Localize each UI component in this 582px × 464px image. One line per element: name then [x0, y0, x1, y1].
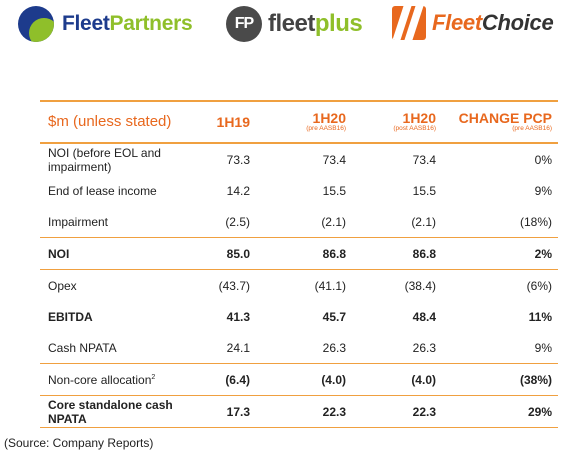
cell-1h20-pre: 15.5 — [322, 183, 346, 198]
cell-1h19: (6.4) — [225, 372, 250, 387]
fleetchoice-logo-icon — [392, 6, 426, 40]
cell-1h19: 41.3 — [226, 309, 250, 324]
fleetchoice-logo: FleetChoice — [392, 6, 554, 40]
cell-1h20-pre: (41.1) — [314, 278, 346, 293]
cell-1h20-post: (2.1) — [411, 214, 436, 229]
cell-1h19: 17.3 — [226, 404, 250, 419]
table-row: Core standalone cash NPATA 17.3 22.3 22.… — [40, 396, 558, 428]
cell-change: 9% — [534, 183, 552, 198]
row-label: Impairment — [48, 214, 109, 229]
source-note: (Source: Company Reports) — [4, 436, 154, 450]
fleetpartners-logo: FleetPartners — [18, 6, 193, 42]
cell-1h20-pre: (4.0) — [321, 372, 346, 387]
cell-1h20-pre: (2.1) — [321, 214, 346, 229]
cell-1h20-post: 15.5 — [412, 183, 436, 198]
cell-change: 2% — [534, 246, 552, 261]
cell-change: 9% — [534, 340, 552, 355]
table-row: NOI 85.0 86.8 86.8 2% — [40, 238, 558, 270]
cell-1h19: 73.3 — [226, 152, 250, 167]
cell-1h19: 85.0 — [226, 246, 250, 261]
fleetpartners-logo-icon — [18, 6, 54, 42]
row-label: NOI — [48, 246, 70, 261]
cell-1h20-post: (38.4) — [404, 278, 436, 293]
row-label: EBITDA — [48, 309, 93, 324]
row-label: Non-core allocation2 — [48, 372, 156, 387]
row-label: Core standalone cash NPATA — [48, 397, 173, 426]
cell-1h20-pre: 45.7 — [322, 309, 346, 324]
header-1h20-post: 1H20 (post AASB16) — [393, 110, 436, 132]
financial-table: $m (unless stated) 1H19 1H20 (pre AASB16)… — [40, 100, 558, 428]
fleetplus-logo-text: fleetplus — [268, 10, 363, 37]
header-label: $m (unless stated) — [48, 113, 172, 130]
cell-change: 29% — [527, 404, 552, 419]
cell-change: (6%) — [526, 278, 552, 293]
logo-row: FleetPartners FP fleetplus FleetChoice — [0, 0, 582, 60]
fleetpartners-logo-text: FleetPartners — [62, 12, 193, 35]
fleetplus-logo: FP fleetplus — [226, 6, 363, 42]
cell-1h20-pre: 26.3 — [322, 340, 346, 355]
table-row: EBITDA 41.3 45.7 48.4 11% — [40, 301, 558, 332]
row-label: NOI (before EOL and impairment) — [48, 145, 161, 174]
cell-1h20-post: 48.4 — [412, 309, 436, 324]
row-label: Opex — [48, 278, 77, 293]
cell-1h20-post: 26.3 — [412, 340, 436, 355]
table-row: Impairment (2.5) (2.1) (2.1) (18%) — [40, 206, 558, 238]
cell-1h19: 24.1 — [226, 340, 250, 355]
fleetplus-logo-icon: FP — [226, 6, 262, 42]
cell-change: (18%) — [519, 214, 552, 229]
table-row: End of lease income 14.2 15.5 15.5 9% — [40, 175, 558, 206]
header-1h19: 1H19 — [216, 114, 250, 130]
cell-change: 11% — [528, 309, 552, 324]
fleetchoice-logo-text: FleetChoice — [432, 10, 554, 35]
cell-1h20-pre: 86.8 — [322, 246, 346, 261]
table-row: NOI (before EOL and impairment) 73.3 73.… — [40, 143, 558, 175]
table-row: Opex (43.7) (41.1) (38.4) (6%) — [40, 270, 558, 302]
cell-1h20-pre: 73.4 — [322, 152, 346, 167]
footnote-marker: 2 — [151, 373, 156, 381]
row-label: End of lease income — [48, 183, 157, 198]
cell-1h20-post: (4.0) — [411, 372, 436, 387]
cell-change: 0% — [534, 152, 552, 167]
header-change-pcp: CHANGE PCP (pre AASB16) — [458, 110, 552, 132]
cell-1h19: (43.7) — [218, 278, 250, 293]
cell-change: (38%) — [519, 372, 552, 387]
row-label: Cash NPATA — [48, 340, 117, 355]
cell-1h20-pre: 22.3 — [322, 404, 346, 419]
cell-1h20-post: 22.3 — [412, 404, 436, 419]
cell-1h20-post: 73.4 — [412, 152, 436, 167]
header-1h20-pre: 1H20 (pre AASB16) — [306, 110, 346, 132]
cell-1h19: (2.5) — [225, 214, 250, 229]
table-header-row: $m (unless stated) 1H19 1H20 (pre AASB16)… — [40, 101, 558, 143]
table-row: Non-core allocation2 (6.4) (4.0) (4.0) (… — [40, 364, 558, 396]
cell-1h20-post: 86.8 — [412, 246, 436, 261]
cell-1h19: 14.2 — [226, 183, 250, 198]
table-row: Cash NPATA 24.1 26.3 26.3 9% — [40, 332, 558, 364]
